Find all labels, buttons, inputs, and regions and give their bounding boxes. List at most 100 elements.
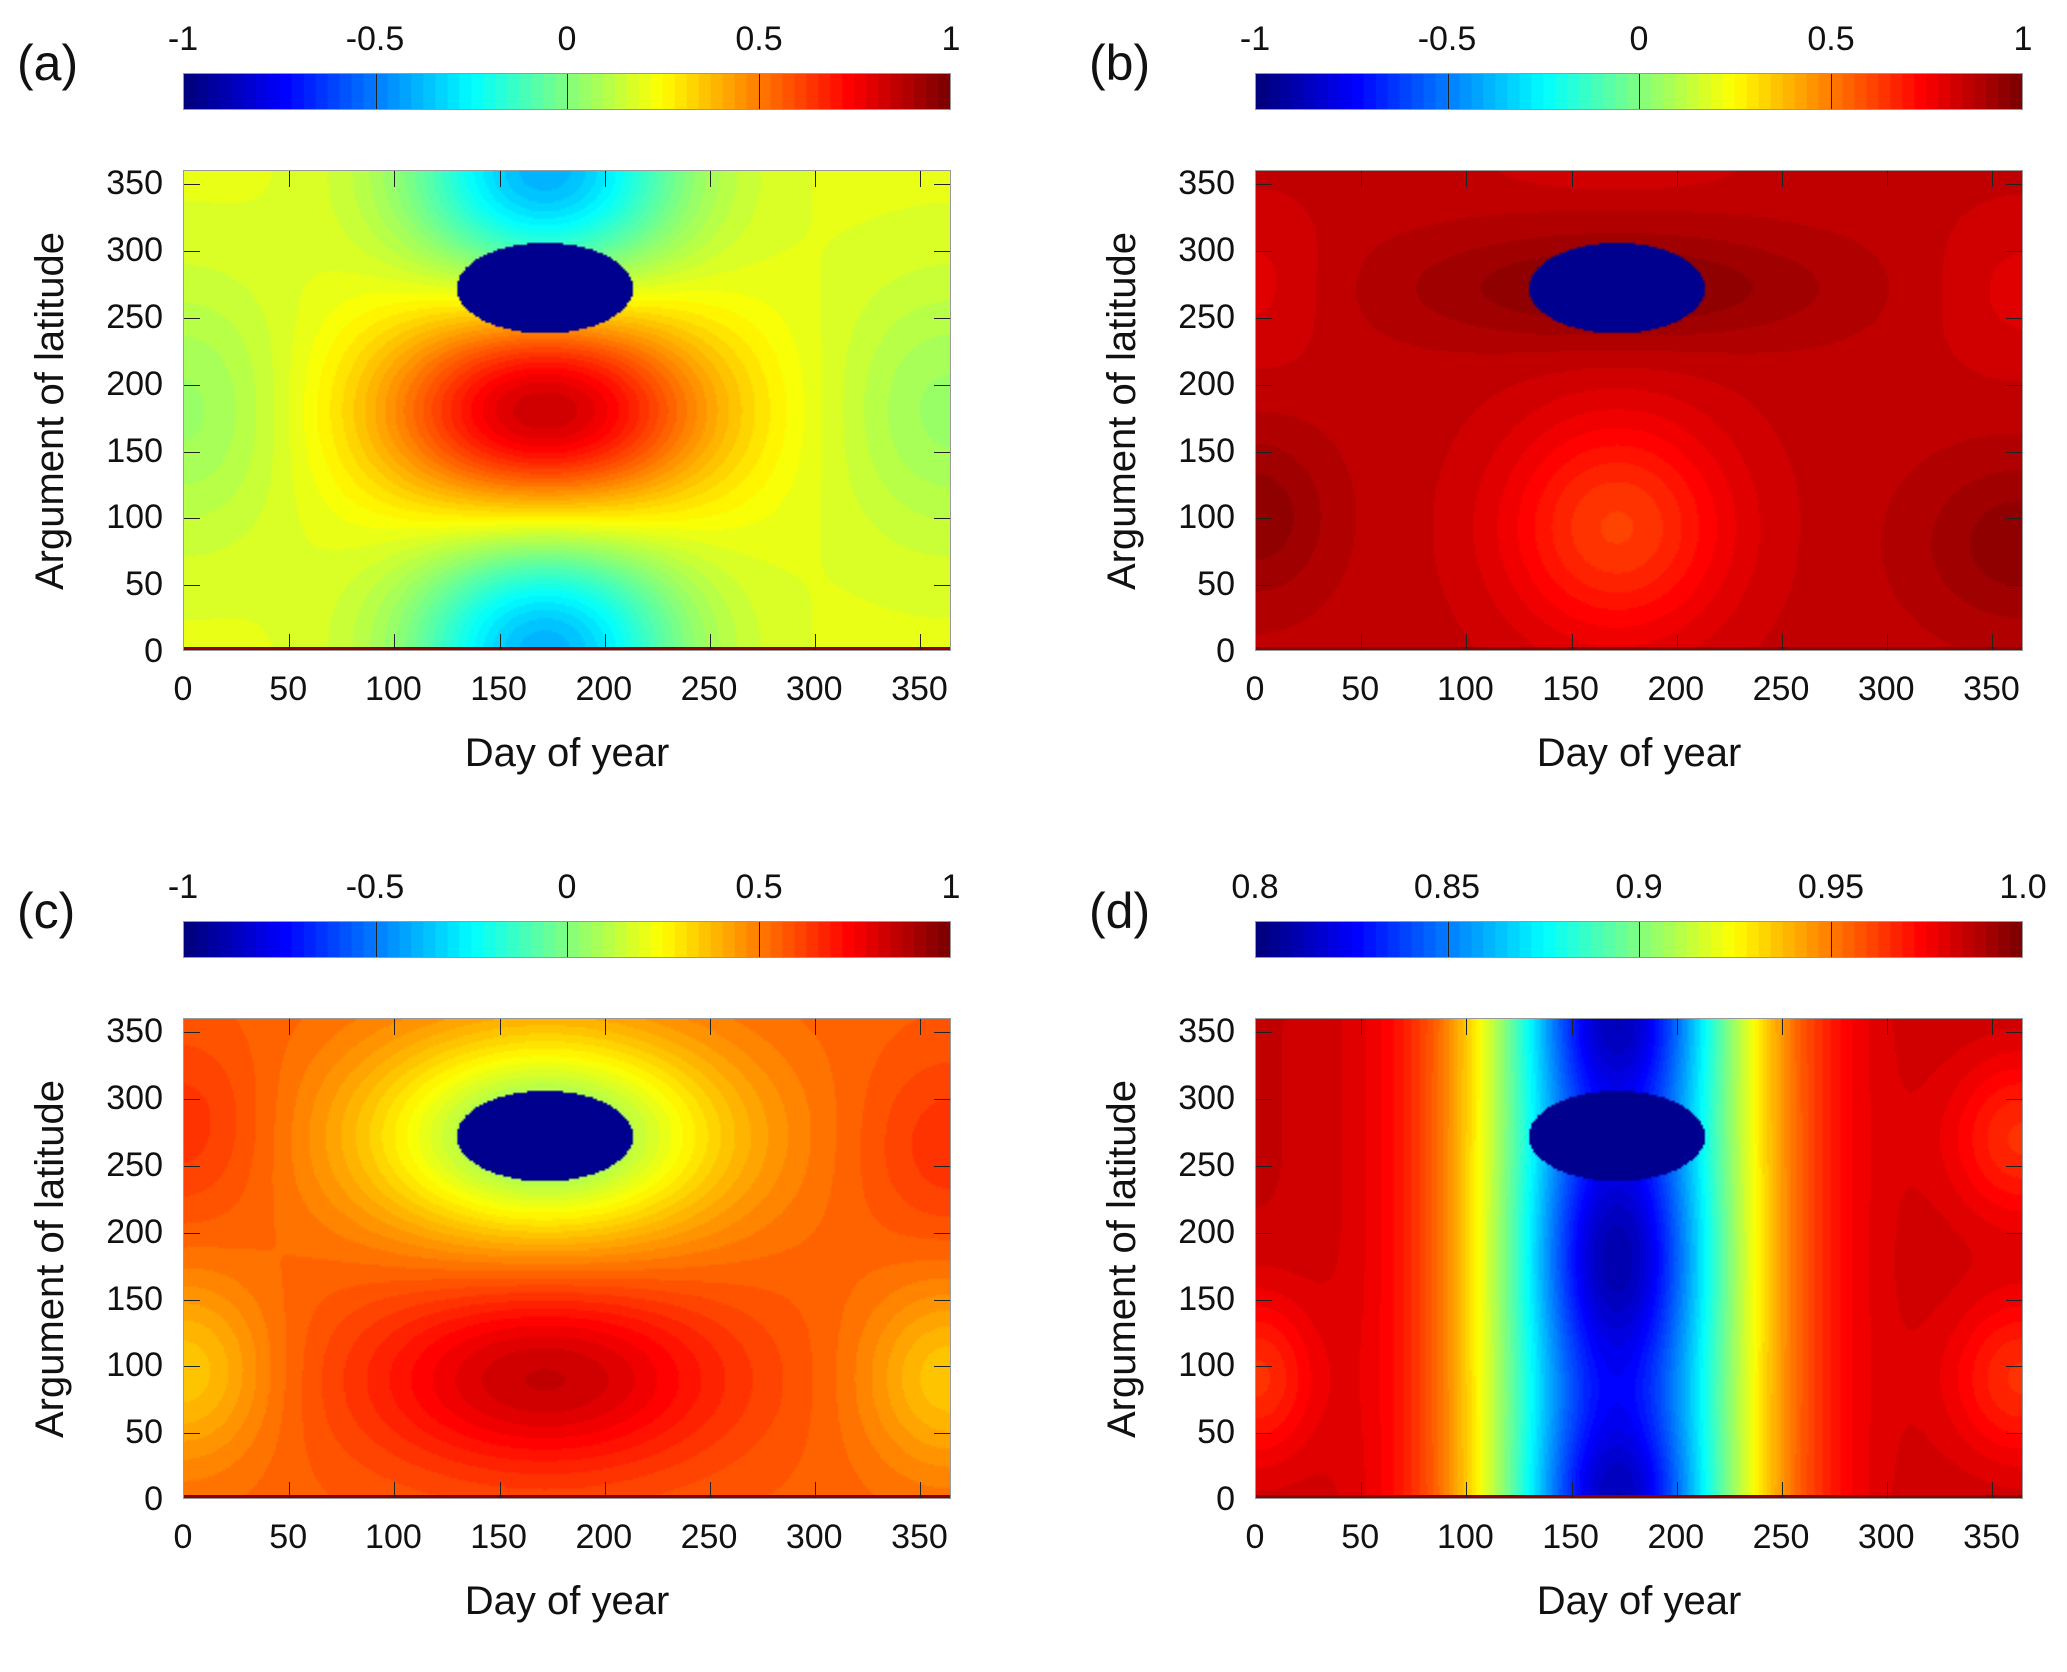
- y-tick-right: [934, 518, 950, 520]
- x-tick-label: 150: [1542, 670, 1599, 708]
- x-tick-bottom: [920, 634, 922, 650]
- x-tick-top: [1571, 171, 1573, 187]
- y-tick-label: 50: [125, 1413, 163, 1452]
- y-tick-right: [934, 1299, 950, 1301]
- x-tick-bottom: [1571, 634, 1573, 650]
- x-tick-top: [289, 171, 291, 187]
- y-tick-right: [934, 1165, 950, 1167]
- x-tick-top: [1466, 171, 1468, 187]
- zero-baseline: [1256, 647, 2022, 650]
- y-tick-right: [934, 1433, 950, 1435]
- x-tick-bottom: [1466, 634, 1468, 650]
- x-tick-top: [815, 1019, 817, 1035]
- y-tick-left: [184, 1165, 200, 1167]
- panel-label: (c): [17, 883, 76, 939]
- y-tick-left: [184, 251, 200, 253]
- x-tick-bottom: [289, 1482, 291, 1498]
- y-tick-label: 350: [1178, 1012, 1235, 1051]
- x-tick-top: [499, 1019, 501, 1035]
- colorbar-tick-label: 1: [2013, 20, 2033, 58]
- y-tick-right: [2006, 1165, 2022, 1167]
- colorbar: [1255, 73, 2023, 110]
- y-tick-right: [934, 184, 950, 186]
- y-tick-label: 300: [106, 1079, 163, 1118]
- y-tick-right: [2006, 1366, 2022, 1368]
- y-tick-right: [934, 585, 950, 587]
- x-tick-bottom: [604, 1482, 606, 1498]
- y-tick-label: 250: [106, 1145, 163, 1184]
- heatmap-plot: [183, 170, 951, 651]
- y-tick-left: [1256, 1232, 1272, 1234]
- x-tick-label: 250: [1752, 670, 1810, 708]
- colorbar-tick-label: 1.0: [1999, 868, 2047, 906]
- heatmap-field: [1256, 1019, 2022, 1498]
- y-tick-right: [2006, 1032, 2022, 1034]
- y-tick-label: 150: [106, 1279, 163, 1318]
- y-tick-right: [934, 1232, 950, 1234]
- x-tick-bottom: [1466, 1482, 1468, 1498]
- colorbar-tick-label: 0.5: [1807, 20, 1855, 58]
- x-tick-label: 50: [269, 670, 308, 708]
- x-tick-bottom: [394, 1482, 396, 1498]
- y-tick-left: [184, 1366, 200, 1368]
- y-tick-label: 150: [106, 431, 163, 470]
- y-tick-label: 0: [144, 1480, 163, 1518]
- y-tick-label: 350: [1178, 164, 1235, 203]
- x-tick-label: 0: [1245, 670, 1265, 708]
- colorbar-tick: [758, 74, 760, 109]
- y-tick-left: [184, 1232, 200, 1234]
- x-tick-bottom: [394, 634, 396, 650]
- x-tick-top: [1361, 1019, 1363, 1035]
- x-tick-top: [815, 171, 817, 187]
- x-tick-label: 100: [1437, 1518, 1494, 1556]
- x-tick-label: 350: [1963, 670, 2020, 708]
- y-tick-left: [1256, 184, 1272, 186]
- x-tick-top: [1361, 171, 1363, 187]
- y-tick-left: [1256, 1366, 1272, 1368]
- y-tick-left: [1256, 1433, 1272, 1435]
- y-tick-left: [184, 384, 200, 386]
- x-tick-bottom: [1361, 1482, 1363, 1498]
- panel-label: (d): [1089, 883, 1151, 939]
- x-tick-bottom: [920, 1482, 922, 1498]
- y-tick-label: 200: [1178, 364, 1235, 403]
- x-tick-top: [920, 1019, 922, 1035]
- y-tick-label: 250: [1178, 1145, 1235, 1184]
- y-tick-right: [934, 1099, 950, 1101]
- colorbar-tick-label: 1: [941, 868, 961, 906]
- y-tick-right: [2006, 184, 2022, 186]
- x-tick-bottom: [1782, 1482, 1784, 1498]
- colorbar-tick: [1639, 74, 1640, 109]
- y-tick-right: [934, 251, 950, 253]
- x-tick-label: 250: [680, 1518, 738, 1556]
- y-tick-label: 200: [106, 1212, 163, 1251]
- x-tick-label: 200: [575, 670, 633, 708]
- panel-a: (a) -1 -0.5 0 0.5 1 0 50 100 150 200 250 300 350 0 50 10…: [0, 0, 1034, 824]
- x-tick-label: 150: [1542, 1518, 1599, 1556]
- heatmap-plot: [1255, 1018, 2023, 1499]
- x-tick-label: 200: [1647, 1518, 1705, 1556]
- y-tick-label: 100: [1178, 498, 1235, 537]
- y-tick-label: 100: [106, 498, 163, 537]
- y-tick-right: [2006, 1099, 2022, 1101]
- y-axis-label: Argument of latitude: [1100, 231, 1144, 590]
- x-tick-top: [499, 171, 501, 187]
- colorbar-tick: [375, 922, 377, 957]
- panel-c: (c) -1 -0.5 0 0.5 1 0 50 100 150 200 250 300 350 0 50 10…: [0, 848, 1034, 1672]
- colorbar-tick-label: -1: [167, 868, 199, 906]
- y-tick-right: [2006, 1299, 2022, 1301]
- x-tick-label: 150: [470, 1518, 527, 1556]
- y-tick-label: 200: [1178, 1212, 1235, 1251]
- y-tick-right: [2006, 1232, 2022, 1234]
- x-tick-top: [1676, 1019, 1678, 1035]
- y-axis-label: Argument of latitude: [28, 1079, 72, 1438]
- y-tick-label: 150: [1178, 1279, 1235, 1318]
- colorbar-tick-label: 0.8: [1231, 868, 1279, 906]
- x-tick-label: 250: [1752, 1518, 1810, 1556]
- zero-baseline: [184, 1495, 950, 1498]
- y-tick-label: 200: [106, 364, 163, 403]
- x-tick-label: 350: [891, 670, 948, 708]
- y-tick-label: 50: [1197, 565, 1235, 604]
- x-tick-label: 300: [1857, 670, 1915, 708]
- x-tick-label: 50: [1341, 1518, 1380, 1556]
